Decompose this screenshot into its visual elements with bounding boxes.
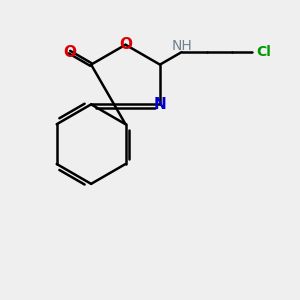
Text: O: O — [63, 45, 76, 60]
Text: Cl: Cl — [257, 45, 272, 59]
Text: O: O — [119, 37, 132, 52]
Text: NH: NH — [171, 39, 192, 53]
Text: N: N — [154, 97, 166, 112]
